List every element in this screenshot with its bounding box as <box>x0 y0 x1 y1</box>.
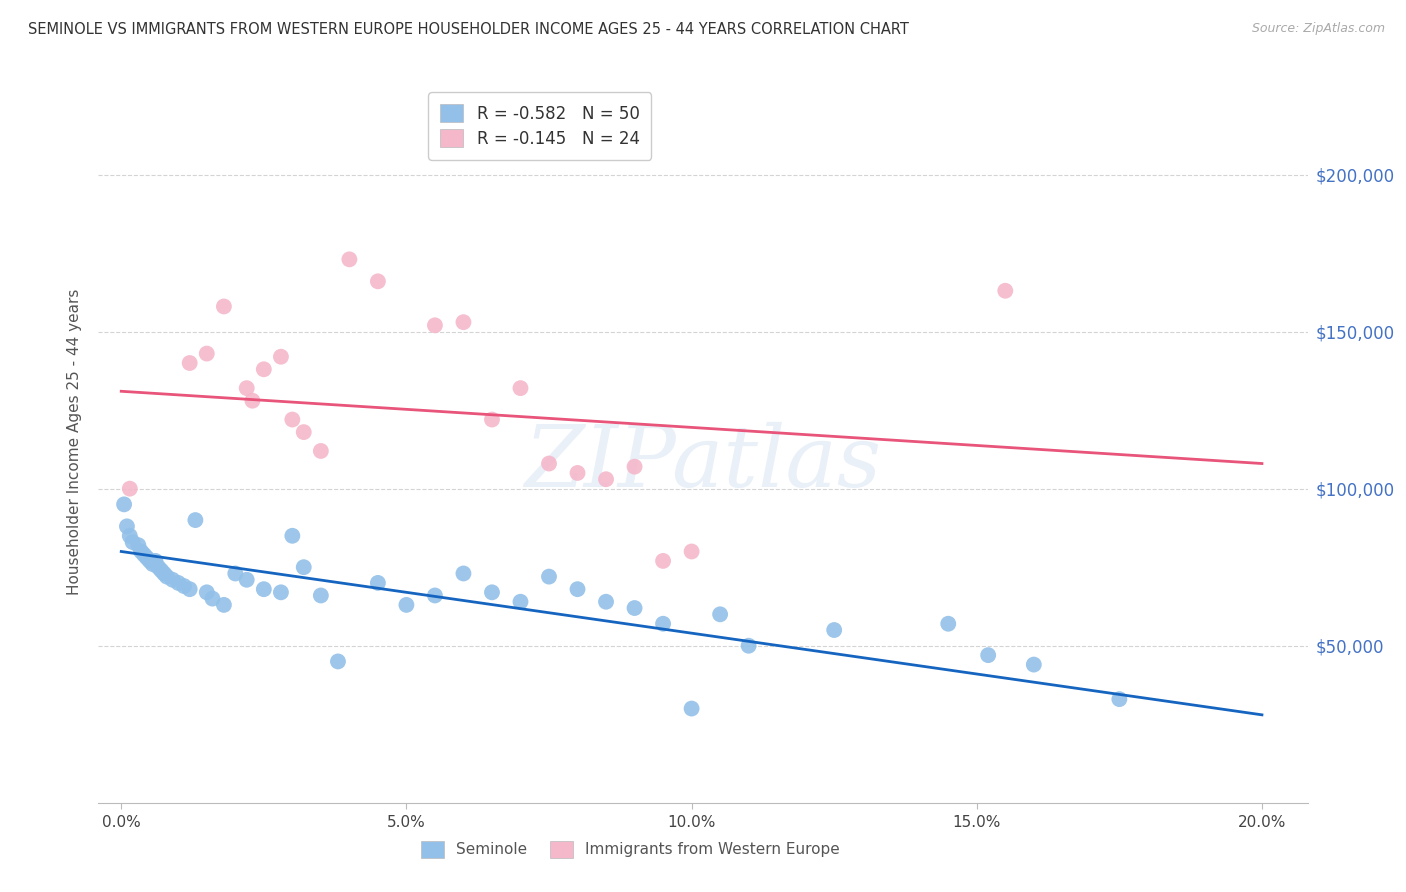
Point <box>139 554 162 568</box>
Point <box>537 569 560 583</box>
Point <box>153 566 176 581</box>
Point <box>481 585 503 599</box>
Text: ZIPatlas: ZIPatlas <box>524 422 882 505</box>
Point <box>195 585 218 599</box>
Point <box>148 560 170 574</box>
Point <box>823 623 845 637</box>
Point <box>112 497 135 511</box>
Point <box>367 274 389 288</box>
Point <box>129 544 152 558</box>
Point <box>135 550 157 565</box>
Point <box>235 573 257 587</box>
Point <box>212 300 235 314</box>
Point <box>201 591 224 606</box>
Point <box>423 589 446 603</box>
Point <box>395 598 418 612</box>
Point <box>1022 657 1045 672</box>
Point <box>537 457 560 471</box>
Legend: Seminole, Immigrants from Western Europe: Seminole, Immigrants from Western Europe <box>415 835 846 863</box>
Point <box>423 318 446 333</box>
Point <box>326 655 349 669</box>
Point <box>309 444 332 458</box>
Point <box>121 535 143 549</box>
Text: Source: ZipAtlas.com: Source: ZipAtlas.com <box>1251 22 1385 36</box>
Point <box>481 412 503 426</box>
Point <box>292 560 315 574</box>
Point <box>509 595 531 609</box>
Point <box>115 519 138 533</box>
Point <box>681 544 703 558</box>
Point <box>567 582 589 597</box>
Point <box>652 554 675 568</box>
Point <box>1108 692 1130 706</box>
Point <box>509 381 531 395</box>
Point <box>367 575 389 590</box>
Point <box>150 563 173 577</box>
Point <box>224 566 246 581</box>
Point <box>179 356 201 370</box>
Point <box>270 350 292 364</box>
Point <box>118 529 141 543</box>
Point <box>156 569 179 583</box>
Point <box>309 589 332 603</box>
Point <box>195 346 218 360</box>
Point <box>595 595 617 609</box>
Text: SEMINOLE VS IMMIGRANTS FROM WESTERN EUROPE HOUSEHOLDER INCOME AGES 25 - 44 YEARS: SEMINOLE VS IMMIGRANTS FROM WESTERN EURO… <box>28 22 910 37</box>
Point <box>235 381 257 395</box>
Point <box>453 315 475 329</box>
Point <box>179 582 201 597</box>
Point <box>977 648 1000 662</box>
Point <box>212 598 235 612</box>
Y-axis label: Householder Income Ages 25 - 44 years: Householder Income Ages 25 - 44 years <box>67 288 83 595</box>
Point <box>145 554 167 568</box>
Point <box>242 393 264 408</box>
Point <box>623 459 645 474</box>
Point <box>132 548 155 562</box>
Point <box>118 482 141 496</box>
Point <box>281 412 304 426</box>
Point <box>994 284 1017 298</box>
Point <box>623 601 645 615</box>
Point <box>253 362 276 376</box>
Point <box>127 538 149 552</box>
Point <box>337 252 360 267</box>
Point <box>142 557 165 571</box>
Point <box>453 566 475 581</box>
Point <box>173 579 195 593</box>
Point <box>681 701 703 715</box>
Point <box>936 616 959 631</box>
Point <box>595 472 617 486</box>
Point <box>292 425 315 439</box>
Point <box>567 466 589 480</box>
Point <box>652 616 675 631</box>
Point <box>167 575 190 590</box>
Point <box>253 582 276 597</box>
Point <box>709 607 731 622</box>
Point <box>737 639 759 653</box>
Point <box>184 513 207 527</box>
Point <box>270 585 292 599</box>
Point <box>162 573 184 587</box>
Point <box>281 529 304 543</box>
